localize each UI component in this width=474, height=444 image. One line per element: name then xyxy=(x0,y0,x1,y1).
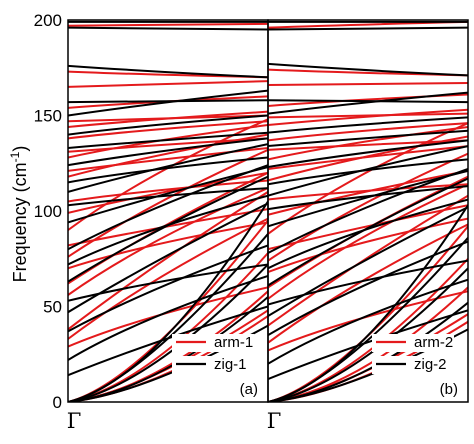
legend-background xyxy=(372,334,454,352)
branch-arm-2 xyxy=(268,152,468,262)
branch-zig-1 xyxy=(68,89,268,117)
branch-arm-2 xyxy=(268,183,468,300)
y-tick-label: 150 xyxy=(34,107,62,126)
branch-zig-1 xyxy=(68,263,268,402)
branch-zig-1 xyxy=(68,164,268,251)
branch-zig-2 xyxy=(268,206,468,317)
legend-background xyxy=(172,334,254,352)
branch-zig-2 xyxy=(268,116,468,134)
branch-arm-2 xyxy=(268,223,468,344)
branch-zig-2 xyxy=(268,129,468,148)
legend: arm-2 zig-2 xyxy=(372,334,454,374)
branch-zig-2 xyxy=(268,309,468,381)
branch-zig-2 xyxy=(268,99,468,104)
branch-arm-1 xyxy=(68,217,268,340)
y-axis-title: Frequency (cm-1) xyxy=(8,146,30,283)
branch-zig-2 xyxy=(268,169,468,228)
x-tick-label-gamma: Γ xyxy=(267,409,282,433)
branch-arm-2 xyxy=(268,169,468,216)
legend-label-zig-2: zig-2 xyxy=(414,356,447,373)
branch-arm-1 xyxy=(68,221,268,270)
branch-arm-2 xyxy=(268,125,468,161)
branch-arm-2 xyxy=(268,122,468,142)
branch-arm-1 xyxy=(68,171,268,214)
branch-arm-1 xyxy=(68,137,268,153)
branch-arm-1 xyxy=(68,179,268,203)
branch-zig-1 xyxy=(68,99,268,104)
x-tick-label-gamma: Γ xyxy=(67,409,82,433)
legend: arm-1 zig-1 xyxy=(172,334,254,374)
branch-zig-1 xyxy=(68,274,268,361)
branch-zig-2 xyxy=(268,278,468,365)
branch-arm-2 xyxy=(268,139,468,151)
branch-arm-1 xyxy=(68,22,268,27)
branch-arm-2 xyxy=(268,204,468,251)
branch-zig-1 xyxy=(68,187,268,207)
branch-zig-1 xyxy=(68,244,268,333)
branch-zig-1 xyxy=(68,131,268,149)
branch-zig-1 xyxy=(68,305,268,377)
branch-zig-1 xyxy=(68,202,268,314)
branch-zig-2 xyxy=(268,91,468,115)
y-tick-label: 100 xyxy=(34,202,62,221)
branch-zig-2 xyxy=(268,259,468,306)
branch-zig-1 xyxy=(68,137,268,167)
dispersion-lines xyxy=(268,20,468,402)
branch-arm-2 xyxy=(268,112,468,119)
y-axis-tick-labels: 0 50 100 150 200 xyxy=(34,11,62,412)
branch-zig-2 xyxy=(268,185,468,211)
legend-label-zig-1: zig-1 xyxy=(214,356,247,373)
branch-zig-1 xyxy=(68,263,268,302)
branch-zig-1 xyxy=(68,156,268,184)
branch-zig-1 xyxy=(68,194,268,266)
branch-arm-2 xyxy=(268,217,468,274)
branch-zig-1 xyxy=(68,26,268,31)
panel-b: arm-2 zig-2 (b) Γ xyxy=(267,19,469,433)
branch-arm-1 xyxy=(68,148,268,258)
branch-arm-2 xyxy=(268,145,468,170)
branch-zig-2 xyxy=(268,26,468,31)
panel-label: (b) xyxy=(440,381,458,398)
y-axis-title-close: ) xyxy=(10,146,30,152)
branch-zig-2 xyxy=(268,139,468,169)
branch-arm-1 xyxy=(68,187,268,296)
legend-background xyxy=(372,356,454,374)
branch-zig-2 xyxy=(268,168,468,254)
branch-arm-1 xyxy=(68,191,268,331)
legend-label-arm-1: arm-1 xyxy=(214,334,253,351)
branch-arm-1 xyxy=(68,114,268,123)
branch-zig-2 xyxy=(268,237,468,402)
branch-arm-1 xyxy=(68,120,268,140)
branch-zig-1 xyxy=(68,114,268,136)
branch-zig-2 xyxy=(268,240,468,337)
branch-zig-1 xyxy=(68,64,268,79)
branch-arm-2 xyxy=(268,108,468,127)
branch-zig-1 xyxy=(68,166,268,224)
legend-background xyxy=(172,356,254,374)
branch-zig-2 xyxy=(268,267,468,402)
y-tick-label: 50 xyxy=(43,298,62,317)
branch-arm-2 xyxy=(268,82,468,86)
y-tick-label: 200 xyxy=(34,11,62,30)
y-axis-title-superscript: -1 xyxy=(8,151,22,162)
y-axis-title-main: Frequency (cm xyxy=(10,162,30,282)
branch-zig-2 xyxy=(268,198,468,270)
branch-zig-2 xyxy=(268,158,468,186)
panel-a: arm-1 zig-1 (a) Γ xyxy=(67,19,269,433)
panel-frame xyxy=(267,19,469,403)
branch-arm-1 xyxy=(68,80,268,88)
legend-label-arm-2: arm-2 xyxy=(414,334,453,351)
branch-zig-2 xyxy=(268,62,468,77)
dispersion-lines xyxy=(68,20,268,402)
panel-label: (a) xyxy=(240,381,258,398)
y-tick-label: 0 xyxy=(53,393,62,412)
branch-arm-2 xyxy=(268,183,468,201)
